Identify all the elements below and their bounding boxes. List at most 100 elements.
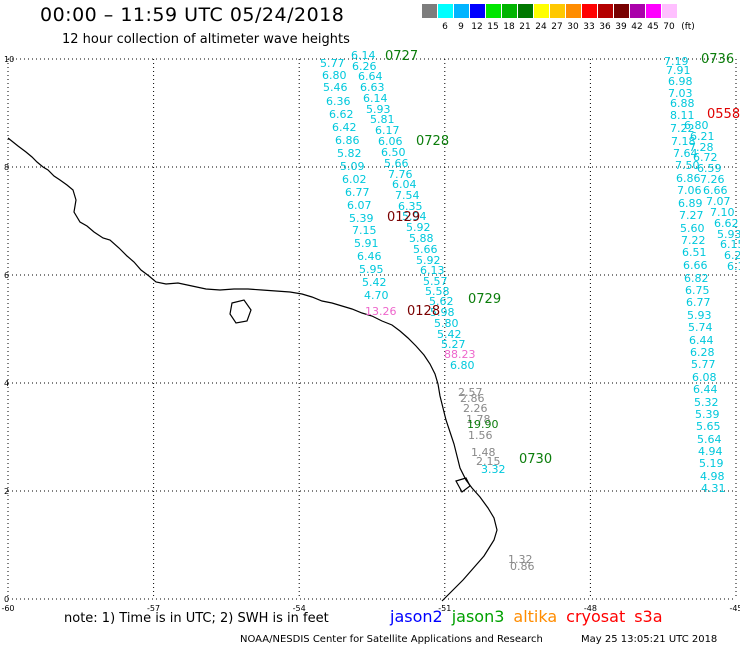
wave-height-value: 5.46: [323, 81, 348, 94]
wave-height-value: 2.86: [460, 392, 485, 405]
wave-height-value: 1.48: [471, 446, 496, 459]
pass-time-label: 0730: [519, 452, 552, 467]
legend-label: 36: [599, 22, 611, 32]
legend-color-bar: [422, 4, 678, 18]
wave-height-value: 5.80: [434, 317, 459, 330]
wave-height-value: 6.86: [676, 172, 701, 185]
wave-height-value: 1.32: [508, 553, 533, 566]
coastline-path: [7, 137, 498, 602]
wave-height-value: 5.32: [694, 396, 719, 409]
wave-height-value: 6.15: [720, 238, 740, 251]
legend-label: 12: [471, 22, 483, 32]
wave-height-value: 6.88: [670, 97, 695, 110]
wave-height-value: 7.06: [677, 184, 702, 197]
wave-height-value: 6.50: [381, 146, 406, 159]
footer-note: note: 1) Time is in UTC; 2) SWH is in fe…: [64, 611, 329, 626]
pass-time-label: 0736: [701, 52, 734, 67]
wave-height-value: 6.80: [684, 119, 709, 132]
wave-height-value: 5.92: [416, 254, 441, 267]
wave-height-value: 2.26: [463, 402, 488, 415]
legend-label: 21: [519, 22, 531, 32]
wave-height-value: 5.42: [437, 328, 462, 341]
wave-height-value: 5.95: [359, 263, 384, 276]
wave-height-value: 1.78: [466, 413, 491, 426]
legend-swatch: [646, 4, 662, 18]
wave-height-value: 6.28: [690, 346, 715, 359]
wave-height-value: 4.70: [364, 289, 389, 302]
lon-tick-label: -45: [729, 604, 740, 613]
wave-height-value: 5.09: [340, 160, 365, 173]
wave-height-value: 5.65: [696, 420, 721, 433]
wave-height-value: 6.06: [378, 135, 403, 148]
axis-tick-labels: -60 -57 -54 -51 -48 -45 0 2 4 6 8 10: [1, 55, 740, 613]
legend-label: 33: [583, 22, 595, 32]
satellite-name: s3a: [634, 607, 663, 626]
wave-height-value: 7.27: [679, 209, 704, 222]
wave-height-value: 6.75: [685, 284, 710, 297]
wave-height-value: 7.76: [388, 168, 413, 181]
wave-height-value: 5.60: [680, 222, 705, 235]
legend-label: 15: [487, 22, 499, 32]
wave-height-value: 6.46: [357, 250, 382, 263]
legend-label: 45: [647, 22, 659, 32]
legend-label: 42: [631, 22, 643, 32]
lon-tick-label: -54: [293, 604, 306, 613]
wave-height-value: 7.26: [700, 173, 725, 186]
wave-height-value: 5.19: [699, 457, 724, 470]
satellite-name: altika: [513, 607, 558, 626]
wave-height-value: 6.86: [335, 134, 360, 147]
wave-height-value: 6.66: [703, 184, 728, 197]
island-outline: [455, 477, 471, 493]
wave-height-value: 6.02: [342, 173, 367, 186]
wave-height-value: 7.19: [664, 55, 689, 68]
wave-height-value: 6.04: [392, 178, 417, 191]
lon-tick-label: -51: [438, 604, 451, 613]
wave-height-value: 5.93: [717, 228, 740, 241]
wave-height-value: 7.22: [670, 122, 695, 135]
wave-height-value: 6.17: [375, 124, 400, 137]
legend-swatch: [438, 4, 454, 18]
wave-height-value: 5.88: [409, 232, 434, 245]
wave-height-value: 4.98: [700, 470, 725, 483]
wave-height-value: 19.90: [467, 418, 499, 431]
pass-time-label: 0727: [385, 49, 418, 64]
wave-height-value: 3.32: [481, 463, 506, 476]
wave-height-value: 6.21: [690, 130, 715, 143]
legend-swatch: [582, 4, 598, 18]
wave-height-value: 5.98: [430, 306, 455, 319]
satellite-name: jason2: [390, 607, 443, 626]
legend-label: 9: [458, 22, 464, 32]
wave-height-value: 6.63: [360, 81, 385, 94]
satellite-legend: jason2 jason3 altika cryosat s3a: [390, 607, 672, 626]
legend-swatch: [518, 4, 534, 18]
wave-height-value: 6.62: [714, 217, 739, 230]
wave-height-observations: 6.14 5.77 6.26 6.80 6.64 5.46 6.63 6.36 6.14 6.62…: [320, 49, 740, 573]
wave-height-value: 6.42: [332, 121, 357, 134]
wave-height-value: 6.17: [727, 260, 740, 273]
wave-height-value: 7.28: [689, 141, 714, 154]
wave-height-value: 6.08: [692, 371, 717, 384]
lat-tick-label: 0: [4, 595, 9, 604]
wave-height-value: 7.22: [681, 234, 706, 247]
lon-tick-label: -57: [147, 604, 160, 613]
pass-time-label: 0129: [387, 210, 420, 225]
wave-height-value: 6.98: [668, 75, 693, 88]
wave-height-value: 5.77: [691, 358, 716, 371]
wave-height-value: 7.03: [668, 87, 693, 100]
legend-swatch: [550, 4, 566, 18]
wave-height-value: 5.39: [349, 212, 374, 225]
legend-swatch: [598, 4, 614, 18]
wave-height-value: 5.39: [695, 408, 720, 421]
wave-height-value: 4.94: [698, 445, 723, 458]
wave-height-value: 6.64: [358, 70, 383, 83]
wave-height-value: 6.21: [724, 249, 740, 262]
wave-height-value: 7.54: [395, 189, 420, 202]
lat-tick-label: 6: [4, 271, 9, 280]
wave-height-value: 6.36: [326, 95, 351, 108]
wave-height-value: 6.07: [347, 199, 372, 212]
wave-height-value: 5.91: [354, 237, 379, 250]
legend-label: 27: [551, 22, 563, 32]
wave-height-legend: 6 9 12 15 18 21 24 27 30 33 36 39 42 45 70 (ft): [422, 4, 695, 32]
lat-tick-label: 2: [4, 487, 9, 496]
